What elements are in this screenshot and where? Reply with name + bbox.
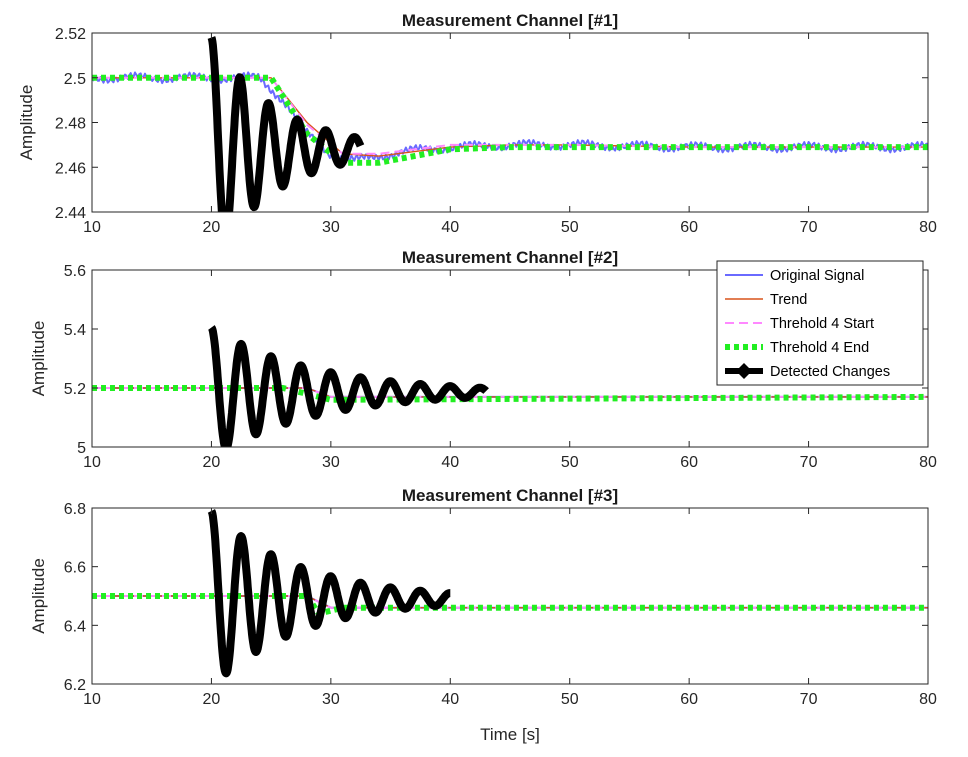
x-tick-label: 50 [561, 691, 579, 708]
y-tick-label: 2.46 [55, 160, 86, 177]
x-tick-label: 40 [441, 691, 459, 708]
y-axis-label: Amplitude [29, 321, 48, 397]
y-tick-label: 6.8 [64, 501, 86, 518]
legend-entry-label: Original Signal [770, 268, 864, 284]
legend-entry-label: Detected Changes [770, 364, 890, 380]
y-tick-label: 5.2 [64, 381, 86, 398]
legend-box [716, 260, 924, 386]
series-line-detected-changes [207, 324, 490, 447]
x-tick-label: 70 [800, 219, 818, 236]
x-tick-label: 40 [441, 454, 459, 471]
x-tick-label: 30 [322, 691, 340, 708]
x-tick-label: 70 [800, 454, 818, 471]
series-line-detected-changes [207, 508, 454, 678]
y-tick-label: 6.4 [64, 618, 86, 635]
y-tick-label: 2.48 [55, 116, 86, 133]
x-tick-label: 10 [83, 454, 101, 471]
axes-box [91, 507, 929, 685]
series-line-threhold-4-end [92, 74, 928, 166]
y-tick-label: 6.6 [64, 560, 86, 577]
legend-entry-label: Threhold 4 End [770, 340, 869, 356]
panel-title: Measurement Channel [#3] [402, 486, 618, 505]
y-axis-label: Amplitude [29, 558, 48, 634]
legend-swatch-marker [736, 363, 752, 379]
x-tick-label: 10 [83, 691, 101, 708]
x-tick-label: 40 [441, 219, 459, 236]
series-line-threhold-4-end [92, 385, 928, 403]
legend: Original Signal Trend Threhold 4 Start Thre… [716, 260, 924, 386]
x-tick-label: 70 [800, 691, 818, 708]
y-tick-label: 5 [77, 440, 86, 457]
x-tick-label: 10 [83, 219, 101, 236]
y-tick-label: 2.5 [64, 71, 86, 88]
y-tick-label: 6.2 [64, 677, 86, 694]
x-tick-label: 80 [919, 219, 937, 236]
x-tick-label: 60 [680, 219, 698, 236]
x-tick-label: 20 [203, 219, 221, 236]
legend-entry-label: Threhold 4 Start [770, 316, 874, 332]
x-tick-label: 60 [680, 454, 698, 471]
y-tick-label: 5.4 [64, 322, 86, 339]
y-tick-label: 2.44 [55, 205, 86, 222]
x-axis-label: Time [s] [480, 725, 540, 744]
x-tick-label: 60 [680, 691, 698, 708]
panel-1: 10 20 30 40 50 60 70 80 2.44 2.46 2.48 2.5 2.52 Measu… [17, 11, 937, 236]
x-tick-label: 80 [919, 691, 937, 708]
x-tick-label: 50 [561, 219, 579, 236]
x-tick-label: 20 [203, 454, 221, 471]
panel-title: Measurement Channel [#2] [402, 248, 618, 267]
x-tick-label: 30 [322, 454, 340, 471]
x-tick-label: 20 [203, 691, 221, 708]
panel-3: 10 20 30 40 50 60 70 80 6.2 6.4 6.6 6.8 Measurement … [29, 486, 937, 708]
y-tick-label: 2.52 [55, 26, 86, 43]
y-axis-label: Amplitude [17, 85, 36, 161]
series-line-detected-changes [207, 34, 365, 212]
legend-entry-label: Trend [770, 292, 807, 308]
axes-box [91, 269, 929, 448]
x-tick-label: 30 [322, 219, 340, 236]
x-tick-label: 80 [919, 454, 937, 471]
panel-title: Measurement Channel [#1] [402, 11, 618, 30]
x-tick-label: 50 [561, 454, 579, 471]
y-tick-label: 5.6 [64, 263, 86, 280]
